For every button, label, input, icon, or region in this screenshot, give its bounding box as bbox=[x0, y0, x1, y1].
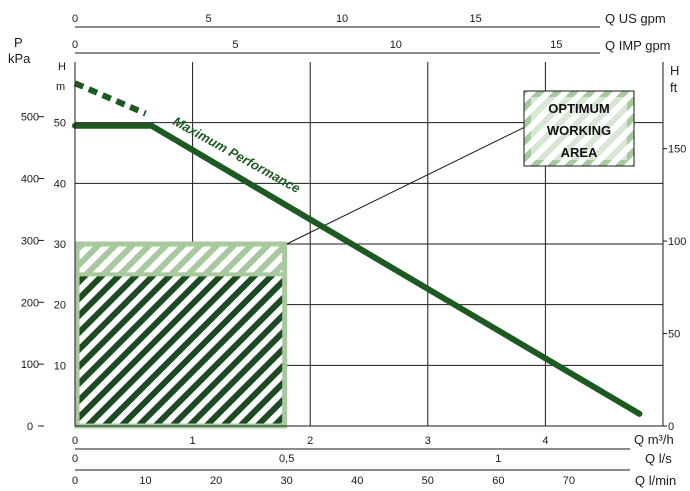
h-ft-unit-top: H bbox=[670, 63, 679, 78]
h-ft-tick-label: 50 bbox=[668, 329, 680, 341]
q-lmin-tick-label: 0 bbox=[72, 475, 78, 487]
p-kpa-tick-label: 200 bbox=[21, 297, 39, 309]
x-impgpm-unit: Q IMP gpm bbox=[605, 38, 671, 53]
p-kpa-tick-label: 500 bbox=[21, 112, 39, 124]
q-lmin-tick-label: 70 bbox=[563, 475, 575, 487]
q-lmin-tick-label: 20 bbox=[210, 475, 222, 487]
working-area-dense-hatch bbox=[75, 274, 287, 426]
h-m-tick-label: 20 bbox=[54, 300, 66, 312]
q-m3h-tick-label: 0 bbox=[72, 435, 78, 447]
h-ft-tick-label: 150 bbox=[668, 144, 686, 156]
working-area-leader-line bbox=[286, 125, 528, 245]
h-m-tick-label: 50 bbox=[54, 118, 66, 130]
h-m-tick-label: 30 bbox=[54, 239, 66, 251]
q-lmin-tick-label: 50 bbox=[422, 475, 434, 487]
q-usgpm-tick-label: 15 bbox=[469, 13, 481, 25]
x-usgpm-unit: Q US gpm bbox=[605, 11, 666, 26]
series-line-maximum-performance bbox=[72, 122, 643, 417]
p-kpa-tick-label: 0 bbox=[27, 421, 33, 433]
optimum-working-area bbox=[74, 125, 528, 429]
p-kpa-tick-label: 100 bbox=[21, 359, 39, 371]
h-ft-tick-label: 100 bbox=[668, 236, 686, 248]
note-line-3: AREA bbox=[561, 145, 598, 160]
performance-curve bbox=[72, 80, 643, 417]
q-lmin-tick-label: 40 bbox=[351, 475, 363, 487]
q-impgpm-tick-label: 10 bbox=[390, 39, 402, 51]
p-unit-top: P bbox=[14, 35, 23, 50]
h-ft-tick-label: 0 bbox=[668, 421, 674, 433]
q-usgpm-tick-label: 5 bbox=[205, 13, 211, 25]
working-area-band-hatch bbox=[75, 244, 287, 275]
q-m3h-tick-label: 2 bbox=[307, 435, 313, 447]
q-usgpm-tick-label: 10 bbox=[336, 13, 348, 25]
p-kpa-tick-label: 300 bbox=[21, 235, 39, 247]
p-unit-bottom: kPa bbox=[8, 51, 31, 66]
q-impgpm-tick-label: 15 bbox=[550, 39, 562, 51]
q-ls-tick-label: 0 bbox=[72, 453, 78, 465]
q-lmin-tick-label: 30 bbox=[281, 475, 293, 487]
x-ls-unit: Q l/s bbox=[645, 451, 672, 466]
optimum-working-area-note: OPTIMUM WORKING AREA bbox=[523, 90, 635, 167]
q-impgpm-tick-label: 0 bbox=[72, 39, 78, 51]
q-usgpm-tick-label: 0 bbox=[72, 13, 78, 25]
x-m3h-unit: Q m³/h bbox=[634, 432, 674, 447]
q-ls-tick-label: 1 bbox=[495, 453, 501, 465]
q-m3h-tick-label: 3 bbox=[425, 435, 431, 447]
p-kpa-tick-label: 400 bbox=[21, 174, 39, 186]
series-dashed-extension bbox=[73, 80, 147, 117]
x-lmin-unit: Q l/min bbox=[635, 473, 676, 488]
q-m3h-tick-label: 1 bbox=[190, 435, 196, 447]
note-line-2: WORKING bbox=[547, 123, 611, 138]
q-ls-tick-label: 0,5 bbox=[279, 453, 294, 465]
q-lmin-tick-label: 10 bbox=[139, 475, 151, 487]
q-m3h-tick-label: 4 bbox=[542, 435, 548, 447]
q-lmin-tick-label: 60 bbox=[492, 475, 504, 487]
h-m-tick-label: 10 bbox=[54, 360, 66, 372]
note-line-1: OPTIMUM bbox=[548, 101, 609, 116]
q-impgpm-tick-label: 5 bbox=[232, 39, 238, 51]
h-ft-unit-bottom: ft bbox=[670, 80, 678, 95]
h-m-unit-bottom: m bbox=[56, 81, 65, 93]
h-m-unit-top: H bbox=[58, 61, 66, 73]
h-m-tick-label: 40 bbox=[54, 178, 66, 190]
